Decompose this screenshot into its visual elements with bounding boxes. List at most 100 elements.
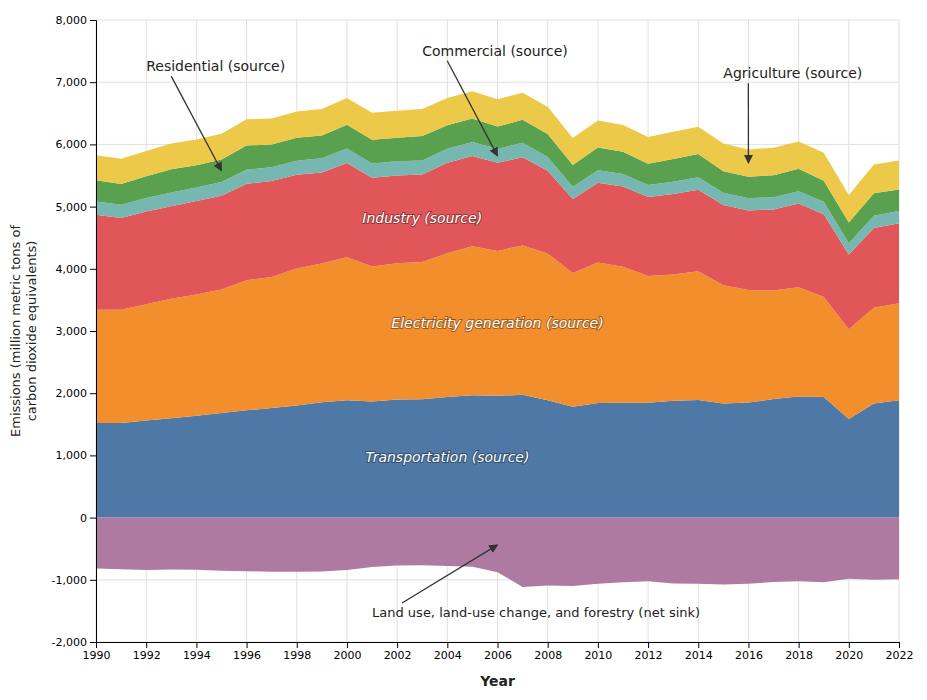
tick-mark <box>447 642 448 648</box>
tick-label: 0 <box>80 512 87 525</box>
tick-label: 2022 <box>886 649 914 662</box>
tick-label: 1994 <box>183 649 211 662</box>
tick-label: 2014 <box>685 649 713 662</box>
tick-mark <box>397 642 398 648</box>
tick-label: -2,000 <box>52 636 87 649</box>
tick-mark <box>90 331 96 332</box>
tick-label: 2002 <box>384 649 412 662</box>
tick-label: 2004 <box>434 649 462 662</box>
tick-label: 2006 <box>484 649 512 662</box>
tick-mark <box>90 207 96 208</box>
tick-mark <box>748 642 749 648</box>
tick-mark <box>90 393 96 394</box>
annotation-arrow <box>447 61 497 156</box>
annotation-arrow <box>402 545 497 603</box>
tick-label: 2016 <box>735 649 763 662</box>
tick-label: 6,000 <box>56 138 88 151</box>
tick-mark <box>247 642 248 648</box>
y-axis: -2,000 -1,000 0 1,000 2,000 3,000 4,000 5,000 6,… <box>52 14 97 649</box>
tick-mark <box>90 82 96 83</box>
x-axis-title: Year <box>479 673 515 689</box>
tick: 2016 <box>735 642 763 662</box>
tick: 1992 <box>133 642 161 662</box>
tick-label: 1998 <box>283 649 311 662</box>
tick-label: 2018 <box>785 649 813 662</box>
tick-label: 8,000 <box>56 14 88 27</box>
tick-label: 2012 <box>635 649 663 662</box>
tick: 2014 <box>685 642 713 662</box>
tick: 2012 <box>635 642 663 662</box>
tick: 2002 <box>384 642 412 662</box>
tick-label: 2008 <box>534 649 562 662</box>
tick-mark <box>347 642 348 648</box>
sector-area <box>96 518 899 587</box>
tick-mark <box>548 642 549 648</box>
tick-mark <box>90 20 96 21</box>
tick: 1998 <box>283 642 311 662</box>
x-axis: 1990 1992 1994 1996 1998 2000 2002 2004 2006 2008… <box>83 642 914 662</box>
areas <box>96 91 899 587</box>
tick: 6,000 <box>56 138 97 151</box>
tick-label: 1992 <box>133 649 161 662</box>
sector-label: Electricity generation (source) <box>391 315 603 331</box>
tick: 2018 <box>785 642 813 662</box>
annotation-arrow <box>748 83 749 163</box>
axis-line <box>90 21 97 643</box>
sector-label: Commercial (source) <box>422 43 568 59</box>
tick-label: 2020 <box>835 649 863 662</box>
tick-mark <box>498 642 499 648</box>
sector-area <box>96 91 899 222</box>
tick: -2,000 <box>52 636 96 649</box>
tick: 7,000 <box>56 76 97 89</box>
tick: 3,000 <box>56 325 97 338</box>
tick-mark <box>799 642 800 648</box>
tick-label: 7,000 <box>56 76 88 89</box>
tick: 2004 <box>434 642 462 662</box>
tick-label: 1990 <box>83 649 111 662</box>
tick-label: -1,000 <box>52 574 87 587</box>
sector-label: Land use, land-use change, and forestry … <box>372 605 700 620</box>
tick: 4,000 <box>56 263 97 276</box>
tick: 2,000 <box>56 387 97 400</box>
tick: 2010 <box>584 642 612 662</box>
axis-line <box>97 643 900 649</box>
y-axis-title-line: carbon dioxide equivalents) <box>24 241 39 422</box>
sector-label: Residential (source) <box>146 58 285 74</box>
tick-mark <box>849 642 850 648</box>
sector-label: Agriculture (source) <box>723 65 862 81</box>
tick: 8,000 <box>56 14 97 27</box>
tick-mark <box>297 642 298 648</box>
sector-label: Transportation (source) <box>365 449 529 465</box>
tick-mark <box>899 642 900 648</box>
tick-label: 2,000 <box>56 387 88 400</box>
tick: -1,000 <box>52 574 96 587</box>
tick-mark <box>598 642 599 648</box>
tick-label: 1,000 <box>56 449 88 462</box>
tick: 0 <box>80 512 96 525</box>
tick-mark <box>146 642 147 648</box>
tick: 2020 <box>835 642 863 662</box>
tick-mark <box>698 642 699 648</box>
tick-mark <box>648 642 649 648</box>
annotations: Transportation (source) Electricity gener… <box>146 43 862 620</box>
tick-mark <box>90 518 96 519</box>
tick-mark <box>90 144 96 145</box>
tick: 2022 <box>886 642 914 662</box>
tick: 2008 <box>534 642 562 662</box>
tick-label: 3,000 <box>56 325 88 338</box>
y-axis-title-line: Emissions (million metric tons of <box>8 225 23 437</box>
tick-mark <box>90 455 96 456</box>
tick-label: 4,000 <box>56 263 88 276</box>
sector-label: Industry (source) <box>362 210 482 226</box>
tick: 2006 <box>484 642 512 662</box>
grid <box>96 20 899 642</box>
tick: 2000 <box>333 642 361 662</box>
tick: 1996 <box>233 642 261 662</box>
tick: 5,000 <box>56 201 97 214</box>
tick: 1,000 <box>56 449 97 462</box>
tick: 1994 <box>183 642 211 662</box>
annotation-arrow <box>171 76 221 171</box>
tick-label: 5,000 <box>56 201 88 214</box>
tick-label: 1996 <box>233 649 261 662</box>
tick-mark <box>90 269 96 270</box>
